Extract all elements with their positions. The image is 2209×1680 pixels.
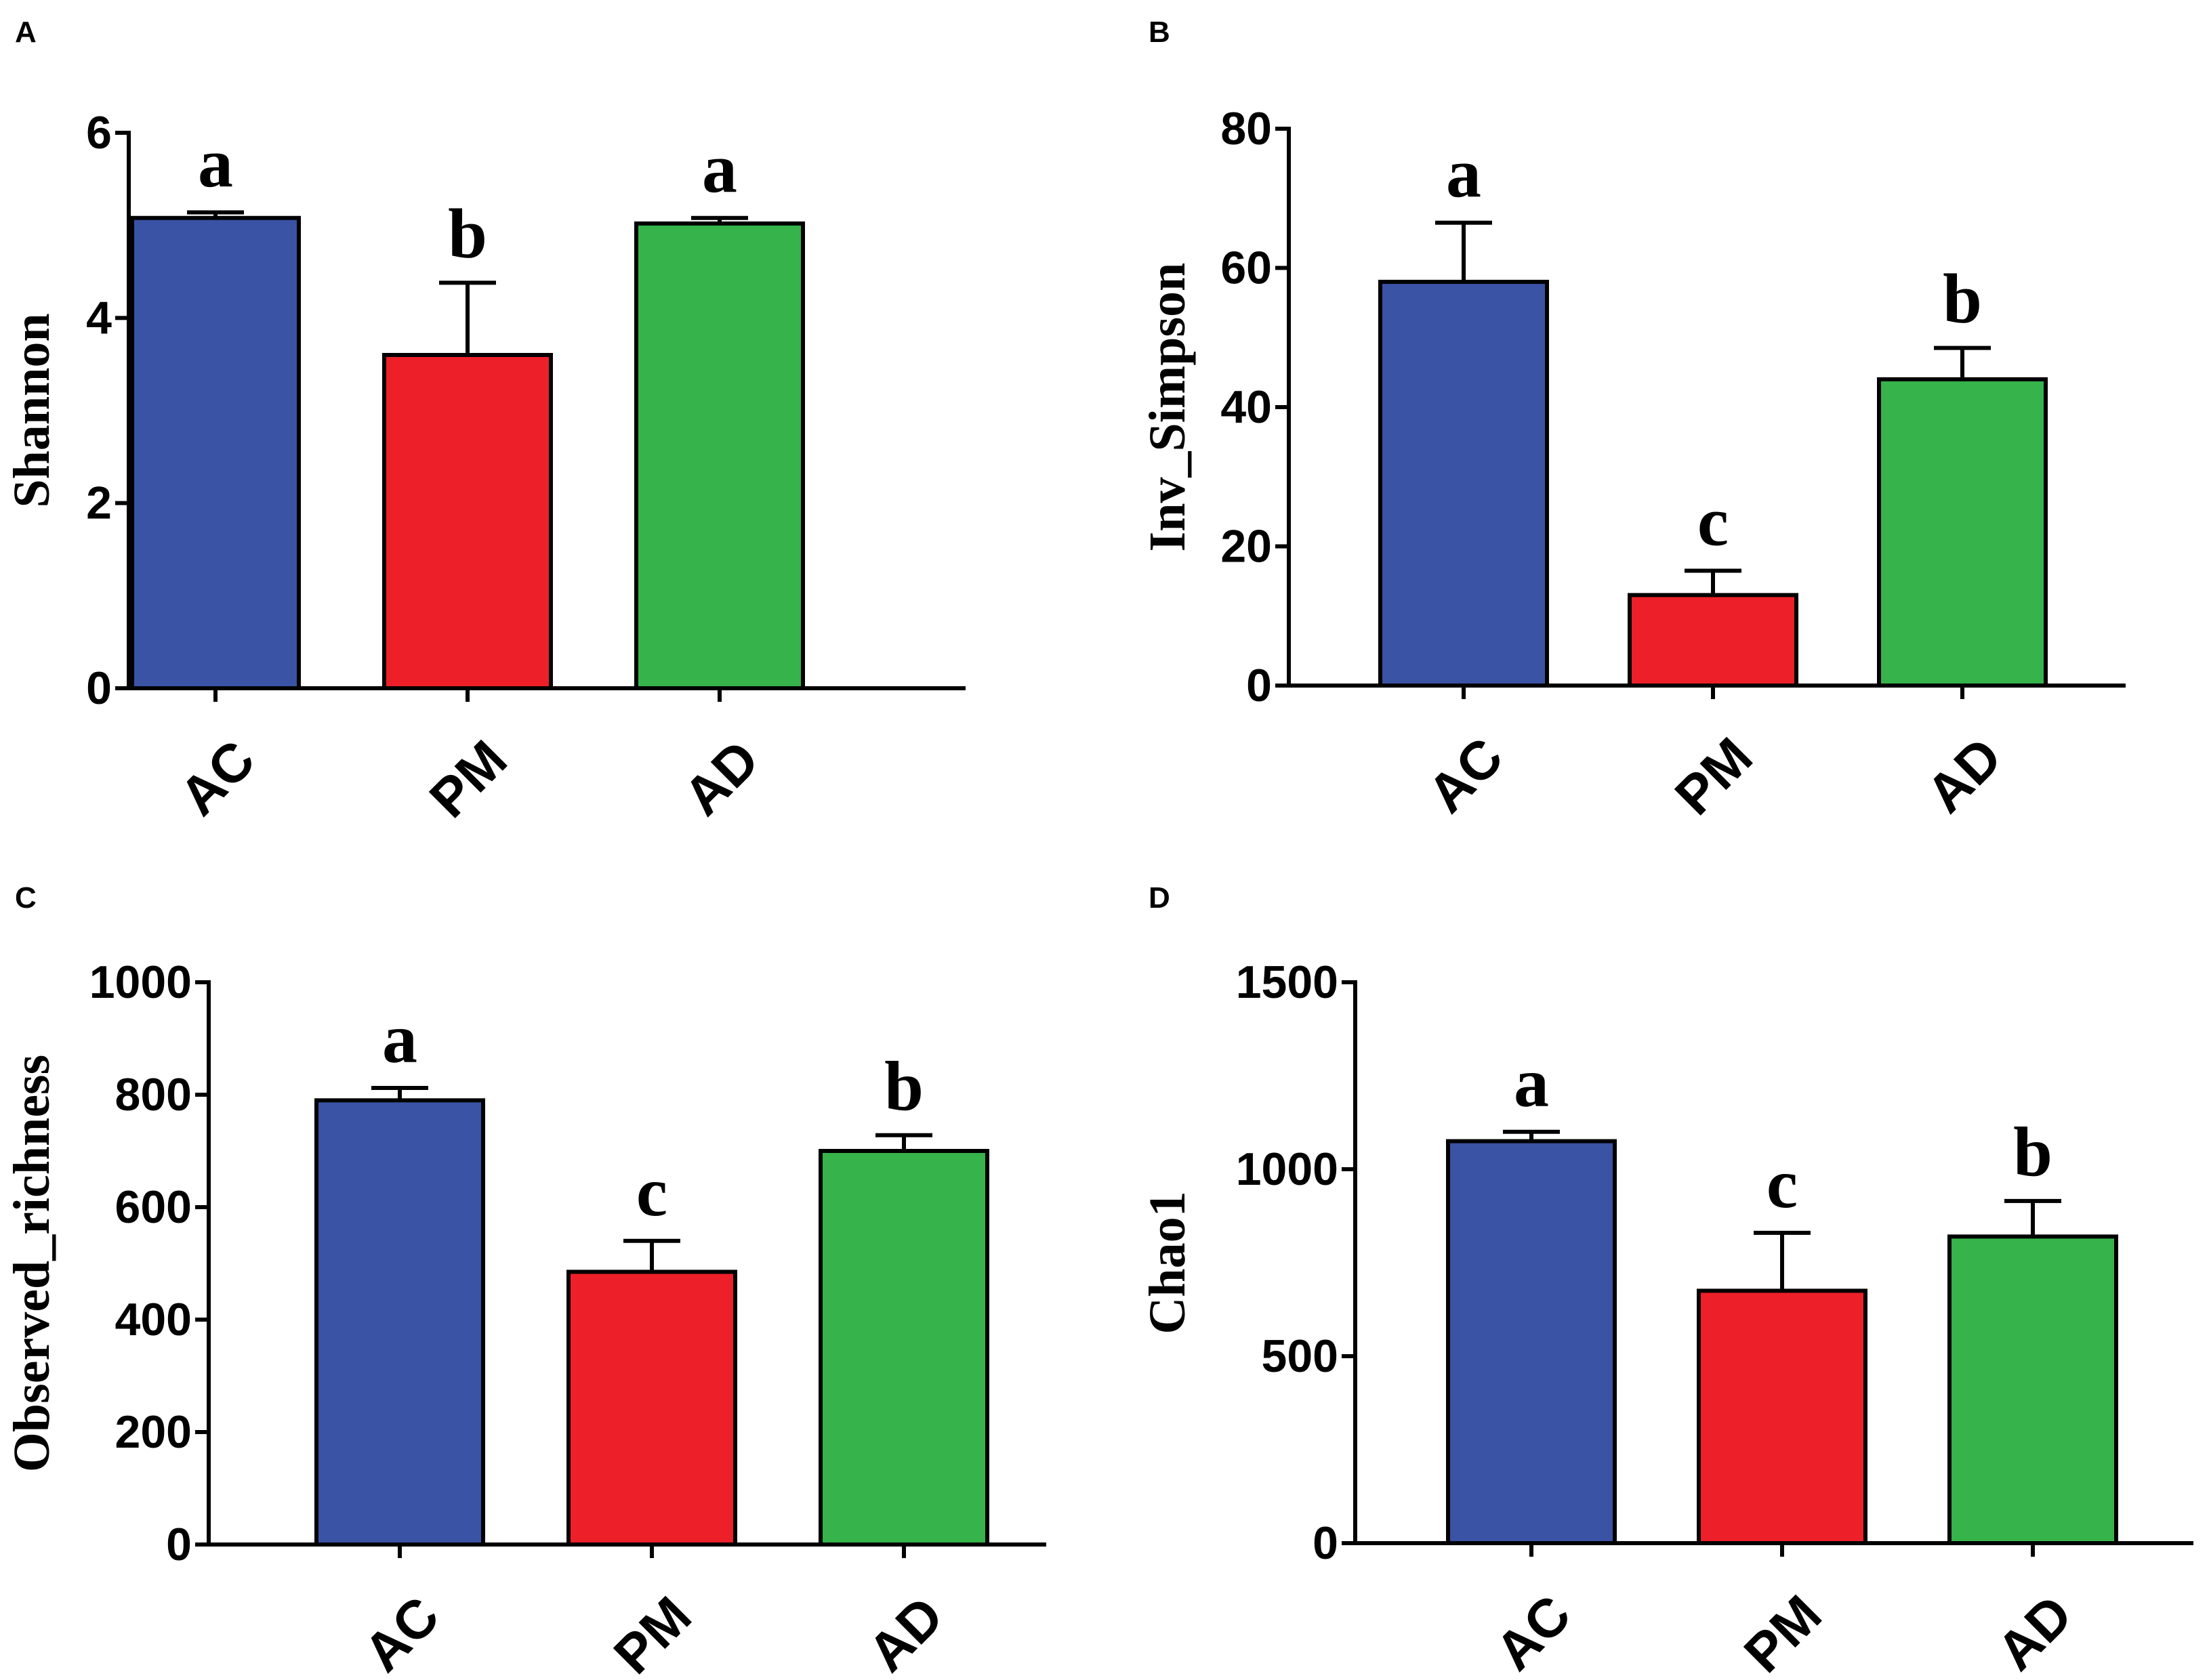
significance-letter: a (702, 130, 737, 208)
category-label-ad: AD (856, 1585, 955, 1680)
y-tick-label: 1000 (1236, 1143, 1338, 1195)
y-axis-title: Shannon (3, 313, 60, 507)
y-tick-label: 2 (86, 478, 112, 529)
bar-ad (1877, 377, 2048, 688)
bar-ac (314, 1098, 485, 1547)
y-tick-label: 0 (1313, 1517, 1338, 1569)
category-label-pm: PM (1664, 726, 1764, 826)
significance-letter: a (382, 1000, 417, 1078)
category-label-pm: PM (602, 1585, 703, 1680)
y-tick-label: 4 (86, 292, 112, 343)
category-label-ad: AD (1985, 1584, 2084, 1680)
significance-letter: b (2013, 1113, 2052, 1191)
y-tick-label: 60 (1220, 243, 1272, 294)
panel-letter: D (1149, 881, 1170, 915)
y-tick-label: 800 (115, 1069, 192, 1120)
significance-letter: c (1697, 482, 1729, 560)
y-tick-label: 80 (1220, 103, 1272, 154)
y-tick-label: 40 (1220, 381, 1272, 433)
category-label-ac: AC (168, 729, 266, 827)
bar-ac (1446, 1139, 1617, 1545)
bar-pm (382, 353, 553, 690)
significance-letter: c (636, 1153, 667, 1231)
significance-letter: a (198, 125, 233, 203)
bar-pm (1697, 1288, 1867, 1546)
significance-letter: b (1943, 260, 1982, 338)
category-label-ac: AC (352, 1585, 451, 1680)
y-tick-label: 500 (1262, 1330, 1338, 1382)
category-label-ac: AC (1484, 1584, 1582, 1680)
chart-panel-b: B Inv_Simpson a AC c PM b AD 0 20 40 60 80 (1139, 16, 2126, 826)
panel-letter: A (15, 16, 37, 49)
y-tick-label: 400 (115, 1294, 192, 1345)
bar-pm (566, 1269, 737, 1547)
y-tick-label: 0 (86, 663, 112, 714)
bar-ad (634, 221, 805, 690)
panel-letter: C (15, 881, 37, 915)
y-tick-label: 200 (115, 1406, 192, 1458)
category-label-ac: AC (1416, 726, 1514, 824)
significance-letter: a (1514, 1044, 1549, 1122)
chart-panel-c: C Observed_richness a AC c PM b AD 0 200 400 600 800… (3, 881, 1046, 1680)
chart-panel-d: D Chao1 a AC c PM b AD 0 500 1000 1500 (1139, 881, 2193, 1680)
bar-ac (130, 215, 301, 690)
significance-letter: b (448, 194, 487, 272)
y-axis-title: Inv_Simpson (1139, 263, 1196, 552)
y-tick-label: 1000 (89, 957, 192, 1008)
significance-letter: c (1767, 1145, 1798, 1223)
y-tick-label: 20 (1220, 521, 1272, 572)
chart-panel-a: A Shannon a AC b PM a AD 0 2 4 6 (3, 16, 966, 829)
y-tick-label: 0 (166, 1519, 192, 1570)
y-tick-label: 6 (86, 107, 112, 159)
significance-letter: a (1446, 135, 1481, 213)
significance-letter: b (884, 1047, 924, 1125)
category-label-ad: AD (1915, 726, 2013, 824)
y-tick-label: 1500 (1236, 957, 1338, 1008)
category-label-ad: AD (672, 729, 770, 827)
y-axis-title: Chao1 (1139, 1191, 1196, 1334)
bar-ac (1378, 280, 1549, 688)
category-label-pm: PM (1733, 1584, 1833, 1680)
panel-letter: B (1149, 16, 1170, 49)
y-tick-label: 0 (1246, 660, 1272, 711)
bar-ad (819, 1149, 989, 1547)
y-tick-label: 600 (115, 1181, 192, 1233)
bar-pm (1628, 593, 1798, 688)
bar-ad (1947, 1234, 2118, 1545)
y-axis-title: Observed_richness (3, 1055, 60, 1472)
category-label-pm: PM (418, 729, 518, 829)
